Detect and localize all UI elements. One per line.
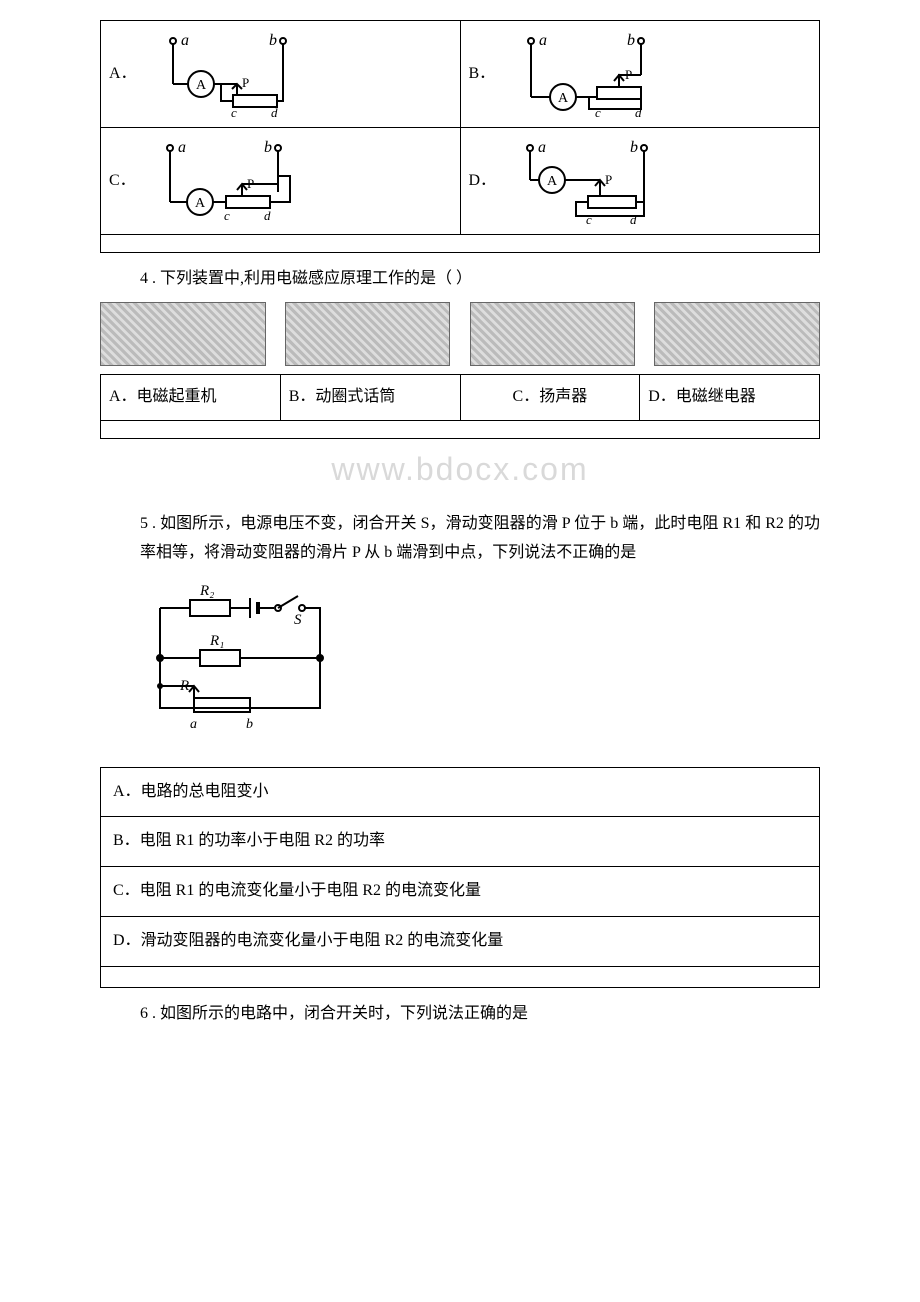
q5-option-spacer [101,966,820,987]
q6-stem: 6 . 如图所示的电路中，闭合开关时，下列说法正确的是 [140,1000,820,1029]
svg-text:P: P [605,172,612,187]
q3-choice-c[interactable]: C． a b A [101,128,461,235]
q4-photo-a [100,302,266,366]
q3-circuit-d: a b A P [502,136,672,226]
q5-stem: 5 . 如图所示，电源电压不变，闭合开关 S，滑动变阻器的滑 P 位于 b 端，… [140,510,820,568]
q5-option-a-text: A．电路的总电阻变小 [113,783,269,800]
svg-text:a: a [178,139,186,156]
q4-choice-a[interactable]: A．电磁起重机 [101,374,281,420]
svg-text:b: b [246,717,253,732]
q5-option-b-text: B．电阻 R1 的功率小于电阻 R2 的功率 [113,832,385,849]
q5-figure: R₂ S R₁ [140,578,820,759]
q4-photo-c [470,302,636,366]
q4-choice-b-text: B．动圈式话筒 [289,388,396,405]
svg-text:A: A [195,196,206,211]
q4-photo-d [654,302,820,366]
q3-choice-d[interactable]: D． a b A [460,128,820,235]
q5-option-d[interactable]: D．滑动变阻器的电流变化量小于电阻 R2 的电流变化量 [101,916,820,966]
q3-circuit-b: a b P A [501,29,671,119]
q3-choice-c-label: C． [109,167,136,196]
q3-choice-a-label: A． [109,60,137,89]
svg-text:P: P [242,75,249,90]
svg-text:d: d [264,208,271,223]
q5-option-c[interactable]: C．电阻 R1 的电流变化量小于电阻 R2 的电流变化量 [101,867,820,917]
q4-choice-b[interactable]: B．动圈式话筒 [280,374,460,420]
q4-choice-grid: A．电磁起重机 B．动圈式话筒 C．扬声器 D．电磁继电器 [100,374,820,439]
q5-circuit: R₂ S R₁ [140,578,340,748]
svg-text:a: a [539,32,547,49]
svg-text:b: b [630,139,638,156]
q3-circuit-c: a b A P [142,136,312,226]
q3-choice-d-label: D． [469,167,497,196]
svg-text:R₁: R₁ [209,633,224,649]
svg-text:b: b [269,32,277,49]
q3-choice-b[interactable]: B． a b P [460,21,820,128]
svg-text:A: A [196,78,207,93]
q3-choice-b-label: B． [469,60,496,89]
q5-option-b[interactable]: B．电阻 R1 的功率小于电阻 R2 的功率 [101,817,820,867]
q4-choice-a-text: A．电磁起重机 [109,388,217,405]
q4-photo-row [100,302,820,366]
q3-choice-grid: A． a b A [100,20,820,253]
svg-text:d: d [635,105,642,119]
q5-option-a[interactable]: A．电路的总电阻变小 [101,767,820,817]
svg-text:R₂: R₂ [199,583,214,599]
q5-option-list: A．电路的总电阻变小 B．电阻 R1 的功率小于电阻 R2 的功率 C．电阻 R… [100,767,820,988]
watermark-text: www.bdocx.com [100,441,820,499]
q4-choice-d[interactable]: D．电磁继电器 [640,374,820,420]
svg-text:d: d [630,212,637,226]
q5-option-c-text: C．电阻 R1 的电流变化量小于电阻 R2 的电流变化量 [113,882,481,899]
svg-text:b: b [627,32,635,49]
svg-text:c: c [595,105,601,119]
svg-text:d: d [271,105,278,119]
q4-stem: 4 . 下列装置中,利用电磁感应原理工作的是（ ） [140,265,820,294]
svg-text:b: b [264,139,272,156]
svg-text:c: c [231,105,237,119]
svg-text:A: A [558,91,569,106]
q4-choice-c[interactable]: C．扬声器 [460,374,640,420]
q3-choice-a[interactable]: A． a b A [101,21,461,128]
q3-circuit-a: a b A [143,29,313,119]
svg-text:a: a [190,717,197,732]
svg-text:c: c [224,208,230,223]
q5-option-d-text: D．滑动变阻器的电流变化量小于电阻 R2 的电流变化量 [113,932,503,949]
svg-text:a: a [538,139,546,156]
svg-text:c: c [586,212,592,226]
svg-text:S: S [294,612,302,628]
svg-text:a: a [181,32,189,49]
q4-choice-d-text: D．电磁继电器 [648,388,756,405]
q4-photo-b [285,302,451,366]
svg-text:P: P [625,67,632,82]
q4-choice-c-text: C．扬声器 [513,388,588,405]
svg-text:A: A [547,174,558,189]
